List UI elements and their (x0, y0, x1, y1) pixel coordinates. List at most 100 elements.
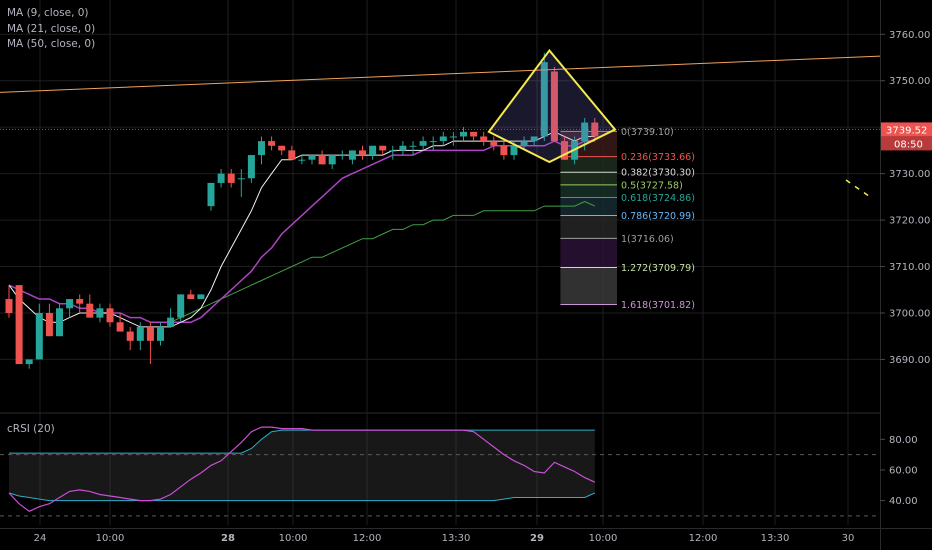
fib-zone (560, 267, 617, 305)
projection-line (845, 179, 874, 200)
crsi-line (8, 426, 596, 512)
candle-body (540, 62, 548, 137)
fib-level-label: 0.5(3727.58) (621, 180, 683, 191)
candle-body (369, 145, 377, 156)
price-tick-label: 3710.00 (889, 262, 930, 273)
candle-body (268, 141, 276, 146)
time-tick-label: 10:00 (589, 533, 618, 544)
fibonacci-retracement[interactable]: 0(3739.10)0.236(3733.66)0.382(3730.30)0.… (560, 127, 695, 311)
crsi-legend[interactable]: cRSI (20) (7, 423, 55, 435)
candle-body (157, 326, 164, 341)
candle-body (106, 308, 114, 323)
fib-level-label: 0(3739.10) (621, 127, 674, 138)
fib-level-label: 1.618(3701.82) (621, 300, 695, 311)
time-tick-label: 13:30 (442, 533, 471, 544)
ma21-line (8, 140, 595, 324)
fib-level-label: 0.382(3730.30) (621, 168, 695, 179)
ma50-legend[interactable]: MA (50, close, 0) (7, 38, 96, 50)
fib-level-label: 0.618(3724.86) (621, 193, 695, 204)
candle-body (399, 145, 407, 151)
candle-body (520, 141, 528, 146)
candle-body (237, 178, 245, 180)
trend-line (0, 55, 881, 93)
candle-body (581, 122, 589, 142)
candle-body (146, 326, 154, 341)
fib-zone (560, 238, 617, 268)
fib-level-label: 0.236(3733.66) (621, 152, 695, 163)
current-price-label: 3739.52 (886, 125, 927, 136)
fib-zone (560, 184, 617, 198)
diamond-pattern (487, 48, 617, 164)
ma21-legend[interactable]: MA (21, close, 0) (7, 23, 96, 35)
candle-body (207, 182, 215, 207)
fib-zone (560, 172, 617, 185)
candle-body (530, 136, 538, 142)
countdown-badge (881, 136, 932, 151)
candle-body (318, 155, 326, 165)
candle-body (591, 122, 599, 137)
time-tick-label: 12:00 (689, 533, 718, 544)
candle-body (359, 150, 366, 156)
price-tick-label: 3720.00 (889, 216, 930, 227)
candle-body (348, 150, 356, 160)
candle-body (5, 299, 13, 313)
candle-body (470, 131, 478, 137)
candle-body (480, 136, 488, 142)
crsi-upper-band (9, 429, 595, 454)
price-tick-label: 3700.00 (889, 308, 930, 319)
crsi-tick-label: 80.00 (889, 435, 918, 446)
ma9-legend[interactable]: MA (9, close, 0) (7, 7, 89, 19)
candle-body (167, 317, 175, 327)
candle-body (258, 141, 265, 156)
candle-body (328, 155, 336, 165)
candle-body (247, 155, 255, 179)
candle-body (45, 312, 53, 337)
candle-body (278, 145, 286, 151)
candle-body (96, 308, 104, 318)
fib-level-label: 0.786(3720.99) (621, 211, 695, 222)
fib-zone (560, 215, 617, 239)
candle-body (15, 285, 23, 365)
candle-body (429, 141, 437, 143)
candle-body (439, 136, 447, 142)
candle-body (217, 173, 225, 183)
drawings[interactable] (0, 48, 881, 200)
current-price-badge (881, 122, 932, 137)
candle-body (338, 155, 346, 157)
candle-body (25, 359, 33, 365)
candle-body (419, 141, 427, 146)
time-tick-label: 12:00 (353, 533, 382, 544)
time-tick-label: 24 (34, 533, 47, 544)
candle-body (500, 145, 508, 156)
candle-body (561, 141, 568, 160)
price-tick-label: 3730.00 (889, 169, 930, 180)
candle-body (177, 294, 185, 318)
candle-body (76, 299, 84, 304)
time-tick-label: 10:00 (279, 533, 308, 544)
candle-body (126, 331, 134, 341)
candle-body (449, 136, 457, 138)
candle-body (379, 145, 387, 151)
price-tick-label: 3760.00 (889, 30, 930, 41)
crsi-lower-band (8, 492, 596, 502)
candle-body (308, 155, 316, 160)
crsi-pane (0, 426, 880, 517)
candle-body (86, 303, 94, 318)
candle-body (550, 71, 558, 142)
ma50-line (170, 200, 596, 323)
candle-body (389, 150, 397, 152)
candle-body (490, 141, 498, 146)
candle-body (197, 294, 205, 300)
candle-body (227, 173, 235, 183)
time-tick-label: 13:30 (761, 533, 790, 544)
candle-body (409, 145, 417, 147)
time-tick-label: 29 (530, 533, 544, 544)
candle-body (136, 326, 144, 341)
candle-body (66, 299, 74, 309)
fib-zone (560, 156, 617, 173)
fib-level-label: 1(3716.06) (621, 234, 674, 245)
crsi-tick-label: 60.00 (889, 465, 918, 476)
fib-zone (560, 197, 617, 216)
